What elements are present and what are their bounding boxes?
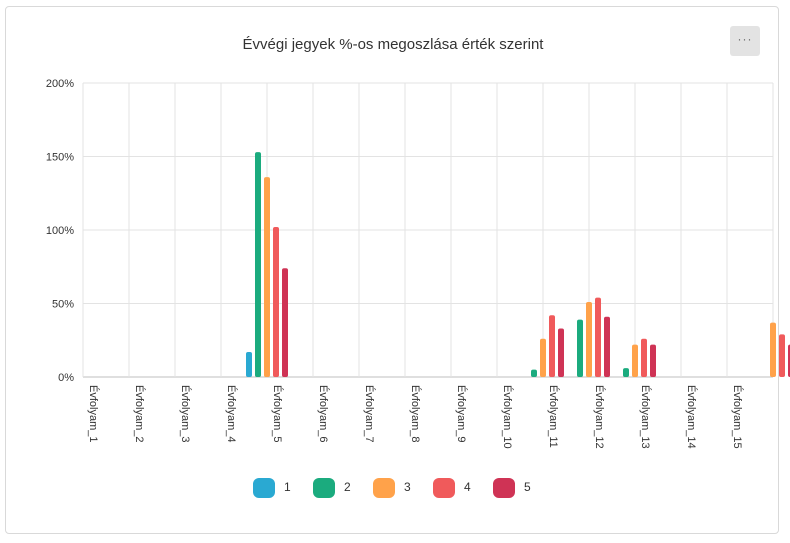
bar-4-12[interactable] (641, 338, 647, 377)
bar-4-11[interactable] (595, 297, 601, 377)
y-tick-label: 0% (58, 372, 74, 384)
bar-4-15[interactable] (779, 334, 785, 377)
x-tick-label: Évfolyam_5 (271, 385, 284, 442)
bar-2-4[interactable] (255, 152, 261, 377)
bar-5-10[interactable] (558, 328, 564, 377)
chart-title: Évvégi jegyek %-os megoszlása érték szer… (242, 36, 544, 53)
y-tick-label: 150% (46, 152, 74, 164)
y-tick-label: 100% (46, 225, 74, 237)
bar-3-10[interactable] (540, 338, 546, 377)
x-tick-label: Évfolyam_6 (317, 385, 330, 442)
legend-label: 1 (284, 480, 291, 494)
bar-3-4[interactable] (264, 177, 270, 377)
x-tick-label: Évfolyam_15 (731, 385, 744, 449)
bar-5-4[interactable] (282, 268, 288, 377)
bar-4-4[interactable] (273, 227, 279, 377)
legend-label: 2 (344, 480, 351, 494)
x-tick-label: Évfolyam_9 (455, 385, 468, 442)
x-tick-label: Évfolyam_8 (409, 385, 422, 442)
x-tick-label: Évfolyam_4 (225, 385, 238, 442)
legend-label: 5 (524, 480, 531, 494)
legend-swatch (253, 478, 275, 498)
x-tick-label: Évfolyam_13 (639, 385, 652, 449)
bar-1-4[interactable] (246, 352, 252, 377)
chart-legend: 1 2 3 4 5 (0, 477, 790, 499)
bar-2-12[interactable] (623, 368, 629, 377)
legend-swatch (493, 478, 515, 498)
x-tick-label: Évfolyam_10 (501, 385, 514, 449)
bar-4-10[interactable] (549, 315, 555, 377)
legend-swatch (373, 478, 395, 498)
x-tick-label: Évfolyam_7 (363, 385, 376, 442)
legend-swatch (433, 478, 455, 498)
bar-5-11[interactable] (604, 316, 610, 377)
bar-5-12[interactable] (650, 344, 656, 377)
bar-3-11[interactable] (586, 302, 592, 377)
x-tick-label: Évfolyam_2 (133, 385, 146, 442)
bar-3-12[interactable] (632, 344, 638, 377)
bar-2-10[interactable] (531, 369, 537, 377)
legend-label: 3 (404, 480, 411, 494)
x-tick-label: Évfolyam_1 (87, 385, 100, 442)
legend-label: 4 (464, 480, 471, 494)
chart-card (5, 6, 779, 534)
bar-3-15[interactable] (770, 322, 776, 377)
bar-chart: 0% 50% 100% 150% 200% Évfolyam_1 Évfolyam_2 Évf… (46, 78, 790, 449)
y-tick-label: 200% (46, 78, 74, 90)
chart-menu-button[interactable]: ··· (730, 26, 760, 56)
x-tick-label: Évfolyam_14 (685, 385, 698, 449)
bar-2-11[interactable] (577, 319, 583, 377)
x-tick-label: Évfolyam_3 (179, 385, 192, 442)
x-tick-label: Évfolyam_11 (547, 385, 560, 448)
y-tick-label: 50% (52, 299, 74, 311)
x-tick-label: Évfolyam_12 (593, 385, 606, 449)
legend-swatch (313, 478, 335, 498)
